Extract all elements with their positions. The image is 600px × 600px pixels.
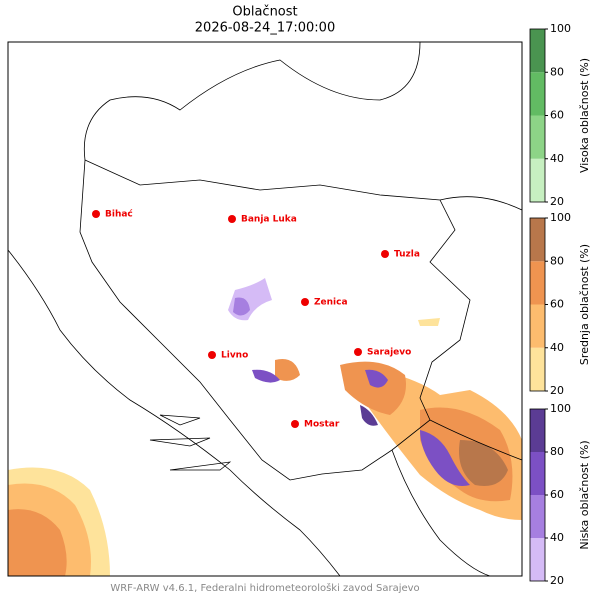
colorbar-tick-label: 20 (550, 195, 564, 208)
colorbar-tick-label: 100 (550, 22, 571, 35)
colorbar-label: Niska oblačnost (%) (578, 440, 591, 549)
colorbar-tick-label: 60 (550, 109, 564, 122)
colorbar-tick-label: 80 (550, 254, 564, 267)
colorbar-band (530, 29, 545, 73)
cloud-area (420, 430, 470, 486)
colorbar-band (530, 158, 545, 202)
colorbar-tick-label: 80 (550, 445, 564, 458)
city-label: Sarajevo (367, 348, 411, 358)
title: Oblačnost (232, 5, 297, 20)
city-marker (301, 298, 309, 306)
border (391, 196, 523, 577)
colorbar-tick-label: 100 (550, 211, 571, 224)
colorbar-tick-label: 40 (550, 152, 564, 165)
footer: WRF-ARW v4.6.1, Federalni hidrometeorolo… (110, 582, 419, 594)
cloud-area (365, 369, 388, 388)
cloud-area (360, 405, 378, 426)
city-label: Mostar (304, 420, 340, 430)
colorbar-band (530, 261, 545, 305)
colorbar-band (530, 495, 545, 538)
colorbar-label: Srednja oblačnost (%) (578, 244, 591, 365)
city-label: Tuzla (394, 250, 420, 260)
map-frame (7, 41, 523, 577)
city-label: Banja Luka (241, 215, 297, 225)
city-marker (208, 351, 216, 359)
cloud-area (459, 440, 508, 486)
colorbar-band (530, 115, 545, 159)
colorbar-band (530, 72, 545, 116)
colorbar-band (530, 409, 545, 452)
colorbar-tick-label: 40 (550, 531, 564, 544)
city-marker (291, 420, 299, 428)
city-label: Bihać (105, 209, 133, 220)
city-marker (228, 215, 236, 223)
city-label: Livno (221, 351, 248, 361)
colorbar-band (530, 304, 545, 348)
cloud-area (233, 297, 250, 316)
cloud-area (340, 361, 406, 415)
cloud-area (275, 359, 300, 381)
island (149, 414, 232, 471)
coastline (7, 249, 341, 577)
colorbar-tick-label: 60 (550, 488, 564, 501)
colorbar-tick-label: 60 (550, 298, 564, 311)
cloud-area (8, 509, 67, 576)
colorbar-band (530, 347, 545, 391)
cloud-area (252, 369, 280, 383)
colorbar-tick-label: 100 (550, 402, 571, 415)
city-label: Zenica (314, 298, 348, 308)
colorbar-tick-label: 80 (550, 65, 564, 78)
colorbar-tick-label: 20 (550, 574, 564, 587)
colorbar-label: Visoka oblačnost (%) (578, 58, 591, 173)
border (79, 159, 471, 481)
colorbar-tick-label: 20 (550, 384, 564, 397)
border (83, 41, 421, 161)
city-marker (381, 250, 389, 258)
subtitle: 2026-08-24_17:00:00 (195, 21, 335, 36)
city-marker (92, 210, 100, 218)
city-marker (354, 348, 362, 356)
cloud-area (418, 318, 440, 326)
map (7, 41, 523, 577)
colorbar-band (530, 538, 545, 581)
colorbar-band (530, 218, 545, 262)
colorbar-band (530, 452, 545, 495)
colorbar-tick-label: 40 (550, 341, 564, 354)
